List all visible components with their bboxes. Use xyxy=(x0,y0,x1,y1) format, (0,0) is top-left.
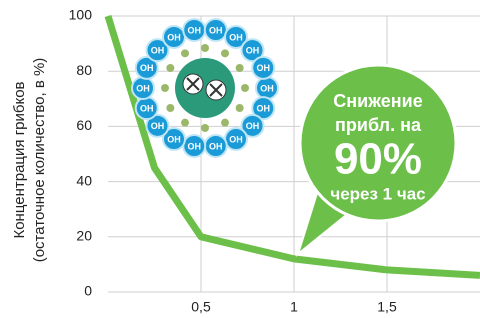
oh-label: OH xyxy=(229,134,243,144)
annotation-text: через 1 час xyxy=(330,184,425,203)
oh-label: OH xyxy=(209,25,223,35)
annotation-text: прибл. на xyxy=(335,115,422,135)
oh-label: OH xyxy=(140,63,154,73)
y-tick-label: 80 xyxy=(76,62,92,78)
oh-label: OH xyxy=(257,63,271,73)
oh-label: OH xyxy=(187,141,201,151)
oh-label: OH xyxy=(167,134,181,144)
oh-label: OH xyxy=(246,46,260,56)
spike xyxy=(166,104,174,112)
oh-label: OH xyxy=(246,121,260,131)
y-axis-label-line: (остаточное количество, в %) xyxy=(31,58,48,263)
oh-label: OH xyxy=(140,104,154,114)
oh-label: OH xyxy=(229,32,243,42)
spike xyxy=(236,64,244,72)
chart: Концентрация грибков (остаточное количес… xyxy=(0,0,480,318)
y-tick-label: 40 xyxy=(76,172,92,188)
annotation-text: 90% xyxy=(334,135,422,184)
spike xyxy=(161,84,169,92)
spike xyxy=(166,64,174,72)
y-tick-label: 100 xyxy=(69,7,93,23)
annotation-text: Снижение xyxy=(333,91,422,111)
oh-label: OH xyxy=(257,104,271,114)
spike xyxy=(241,84,249,92)
spike xyxy=(221,49,229,57)
y-tick-label: 60 xyxy=(76,117,92,133)
spike xyxy=(201,124,209,132)
y-tick-label: 0 xyxy=(84,283,92,299)
oh-label: OH xyxy=(136,83,150,93)
y-axis-label-line: Концентрация грибков xyxy=(11,81,28,238)
oh-label: OH xyxy=(209,141,223,151)
spike xyxy=(181,49,189,57)
oh-label: OH xyxy=(151,46,165,56)
spike xyxy=(181,119,189,127)
spike xyxy=(221,119,229,127)
oh-label: OH xyxy=(151,121,165,131)
y-tick-label: 20 xyxy=(76,228,92,244)
oh-label: OH xyxy=(187,25,201,35)
annotation-bubble: Снижение прибл. на 90% через 1 час xyxy=(298,65,456,254)
spike xyxy=(201,44,209,52)
oh-label: OH xyxy=(260,83,274,93)
x-tick-label: 0,5 xyxy=(191,299,211,315)
x-tick-label: 1 xyxy=(290,299,298,315)
oh-label: OH xyxy=(167,32,181,42)
y-axis-label: Концентрация грибков (остаточное количес… xyxy=(11,58,48,263)
spike xyxy=(236,104,244,112)
x-tick-label: 1,5 xyxy=(377,299,397,315)
